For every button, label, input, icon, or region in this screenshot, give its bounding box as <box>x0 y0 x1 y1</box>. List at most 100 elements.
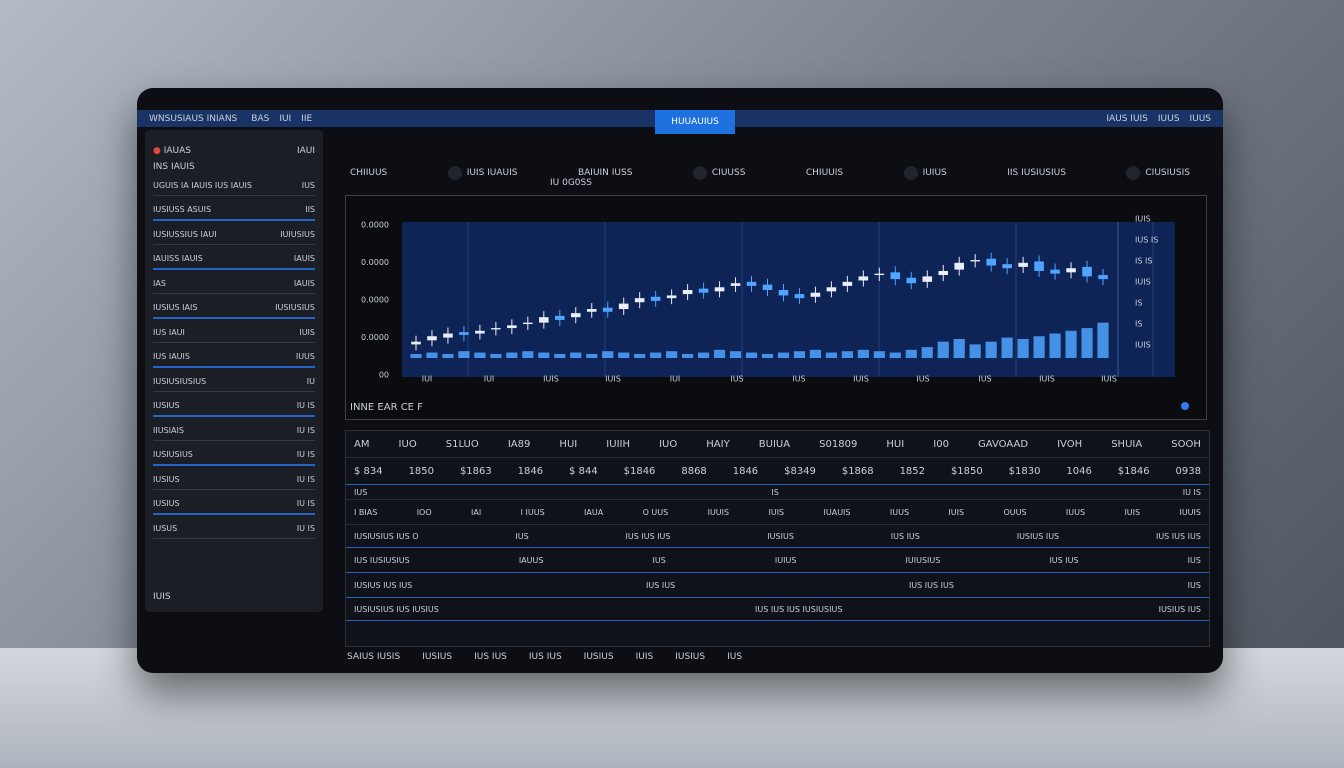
table-cell: I BIAS <box>354 507 378 517</box>
candle-body <box>698 288 709 293</box>
x-label: IUIS <box>1101 375 1117 384</box>
table-row[interactable]: $ 834 1850 $1863 1846 $ 844 $1846 8868 1846 $834… <box>346 458 1209 485</box>
sidebar-item[interactable]: IAS IAUIS <box>153 273 315 294</box>
sidebar-item[interactable]: IUSIUS IAIS IUSIUSIUS <box>153 297 315 319</box>
table-row[interactable]: IUS IUSIUSIUS IAUUS IUS IUIUS IUIUSIUS IUS IU… <box>346 548 1209 573</box>
table-cell: $1846 <box>623 465 656 477</box>
sidebar-item[interactable]: IUSIUS IU IS <box>153 493 315 515</box>
sidebar-item[interactable]: IUSIUSIUS IU IS <box>153 444 315 466</box>
toolbar-item[interactable]: CIUUSS <box>692 166 746 180</box>
sidebar-item[interactable]: IUSIUS IU IS <box>153 395 315 417</box>
table-cell: AM <box>354 438 370 450</box>
toolbar-icon <box>692 166 707 180</box>
table-cell: $ 834 <box>354 465 383 477</box>
footer-item[interactable]: IUSIUS <box>675 652 706 662</box>
volume-bar <box>1001 337 1013 358</box>
toolbar-label: CHIIUUS <box>350 168 388 178</box>
active-tab[interactable]: HUUAUIUS <box>655 110 735 134</box>
sidebar-item[interactable]: IUSIUSSIUS IAUI IUIUSIUS <box>153 224 315 245</box>
sidebar-item[interactable]: UGUIS IA IAUIS IUS IAUIS IUS <box>153 175 315 196</box>
sidebar-item[interactable]: IUSIUS IU IS <box>153 469 315 490</box>
toolbar-sub: IU 0G0SS <box>550 178 592 188</box>
table-row[interactable]: IUSIUS IUS IUS IUS IUS IUS IUS IUS IUS <box>346 573 1209 598</box>
toolbar-item[interactable]: IUIS IUAUIS <box>447 166 518 180</box>
toolbar-item[interactable]: IIS IUSIUSIUS <box>1007 168 1066 178</box>
sidebar-item-value: IAUIS <box>293 253 315 263</box>
sidebar-item[interactable]: IUS IAUIS IUUS <box>153 346 315 368</box>
table-cell: 0938 <box>1175 465 1201 477</box>
candle-body <box>650 296 661 301</box>
volume-bar <box>777 352 790 358</box>
top-link[interactable]: IAUS IUIS <box>1106 113 1148 124</box>
sidebar: ● IAUAS IAUI INS IAUIS UGUIS IA IAUIS IUS… <box>145 130 323 612</box>
footer-item[interactable]: IUIS <box>635 652 654 662</box>
footer-item[interactable]: SAIUS IUSIS <box>347 652 401 662</box>
table-cell: S01809 <box>819 438 858 450</box>
footer-item[interactable]: IUSIUS <box>583 652 614 662</box>
candle-body <box>1034 261 1044 271</box>
sidebar-item[interactable]: IAUISS IAUIS IAUIS <box>153 248 315 270</box>
toolbar: CHIIUUS IUIS IUAUIS BAIUIN IUSS CIUUSS CHIUU… <box>350 162 1190 184</box>
y-label-right: IS IS <box>1135 257 1152 266</box>
table-row[interactable]: IUSIUSIUS IUS O IUS IUS IUS IUS IUSIUS IUS I… <box>346 525 1209 548</box>
footer-item[interactable]: IUS <box>727 652 743 662</box>
toolbar-label: BAIUIN IUSS <box>577 168 633 178</box>
candle-body <box>475 330 485 334</box>
footer-item[interactable]: IUS IUS <box>528 652 562 662</box>
table-cell: $1863 <box>459 465 492 477</box>
table-row[interactable]: I BIAS IOO IAI I IUUS IAUA O UUS IUUIS IUIS IUAU… <box>346 500 1209 525</box>
candle-body <box>1082 266 1092 277</box>
tab[interactable]: IIE <box>301 113 313 124</box>
top-link[interactable]: IUUS <box>1157 113 1180 124</box>
table-cell: IUSIUS IUS <box>1158 604 1201 614</box>
table-cell: IUS IUS <box>646 580 676 590</box>
toolbar-item[interactable]: CIUSIUSIS <box>1126 166 1190 180</box>
data-table: AM IUO S1LUO IA89 HUI IUIIH IUO HAIY BUIUA S01809… <box>345 430 1210 647</box>
top-link[interactable]: IUUS <box>1189 113 1211 124</box>
sidebar-item-value: IUS <box>301 180 315 190</box>
x-label: IUIS <box>543 375 559 384</box>
volume-bar <box>857 349 869 358</box>
table-cell: IUO <box>398 438 417 450</box>
toolbar-item[interactable]: IUIUS <box>903 166 947 180</box>
table-cell: IA89 <box>507 438 531 450</box>
volume-bar <box>554 353 566 358</box>
sidebar-item-label: IUSIUS <box>153 498 180 508</box>
y-label-right: IS <box>1135 299 1142 308</box>
volume-bar <box>873 351 885 358</box>
table-cell: 1046 <box>1066 465 1092 477</box>
toolbar-item[interactable]: BAIUIN IUSS <box>578 168 633 178</box>
table-row[interactable]: IUSIUSIUS IUS IUSIUS IUS IUS IUS IUSIUSIU… <box>346 598 1209 621</box>
sidebar-item[interactable]: IUSIUSIUSIUS IU <box>153 371 315 392</box>
table-cell: IUS <box>515 531 529 541</box>
sidebar-item-label: IUS IAUI <box>153 327 185 337</box>
volume-bar <box>650 352 662 358</box>
candle-body <box>1066 268 1076 273</box>
table-row[interactable]: IUS IS IU IS <box>346 485 1209 500</box>
table-cell: IOO <box>416 507 432 517</box>
sidebar-item[interactable]: IIUSIAIS IU IS <box>153 420 315 441</box>
footer-item[interactable]: IUS IUS <box>474 652 507 662</box>
toolbar-item[interactable]: CHIUUIS <box>806 168 843 178</box>
sidebar-item[interactable]: IUSIUSS ASUIS IIS <box>153 199 315 221</box>
table-cell: $1846 <box>1117 465 1150 477</box>
tab[interactable]: IUI <box>279 113 292 124</box>
toolbar-item[interactable]: CHIIUUS <box>350 168 387 178</box>
candle-body <box>427 336 437 341</box>
volume-bar <box>682 353 694 358</box>
table-cell: $1850 <box>950 465 983 477</box>
tab[interactable]: BAS <box>251 113 270 124</box>
toolbar-label: CIUUSS <box>711 168 746 178</box>
table-row[interactable]: AM IUO S1LUO IA89 HUI IUIIH IUO HAIY BUIUA S01809… <box>346 431 1209 458</box>
sidebar-item[interactable]: IUSUS IU IS <box>153 518 315 539</box>
table-cell: GAVOAAD <box>978 438 1029 450</box>
footer-item[interactable]: IUSIUS <box>422 652 453 662</box>
table-cell: I00 <box>933 438 949 450</box>
x-label: IUI <box>484 375 495 384</box>
candle-body <box>459 332 469 335</box>
sidebar-item[interactable]: IUS IAUI IUIS <box>153 322 315 343</box>
volume-bar <box>921 347 933 358</box>
status-dot[interactable] <box>1181 402 1189 410</box>
table-cell: IS <box>771 487 779 497</box>
footer: SAIUS IUSIS IUSIUS IUS IUS IUS IUS IUSIUS IUI… <box>347 652 742 662</box>
